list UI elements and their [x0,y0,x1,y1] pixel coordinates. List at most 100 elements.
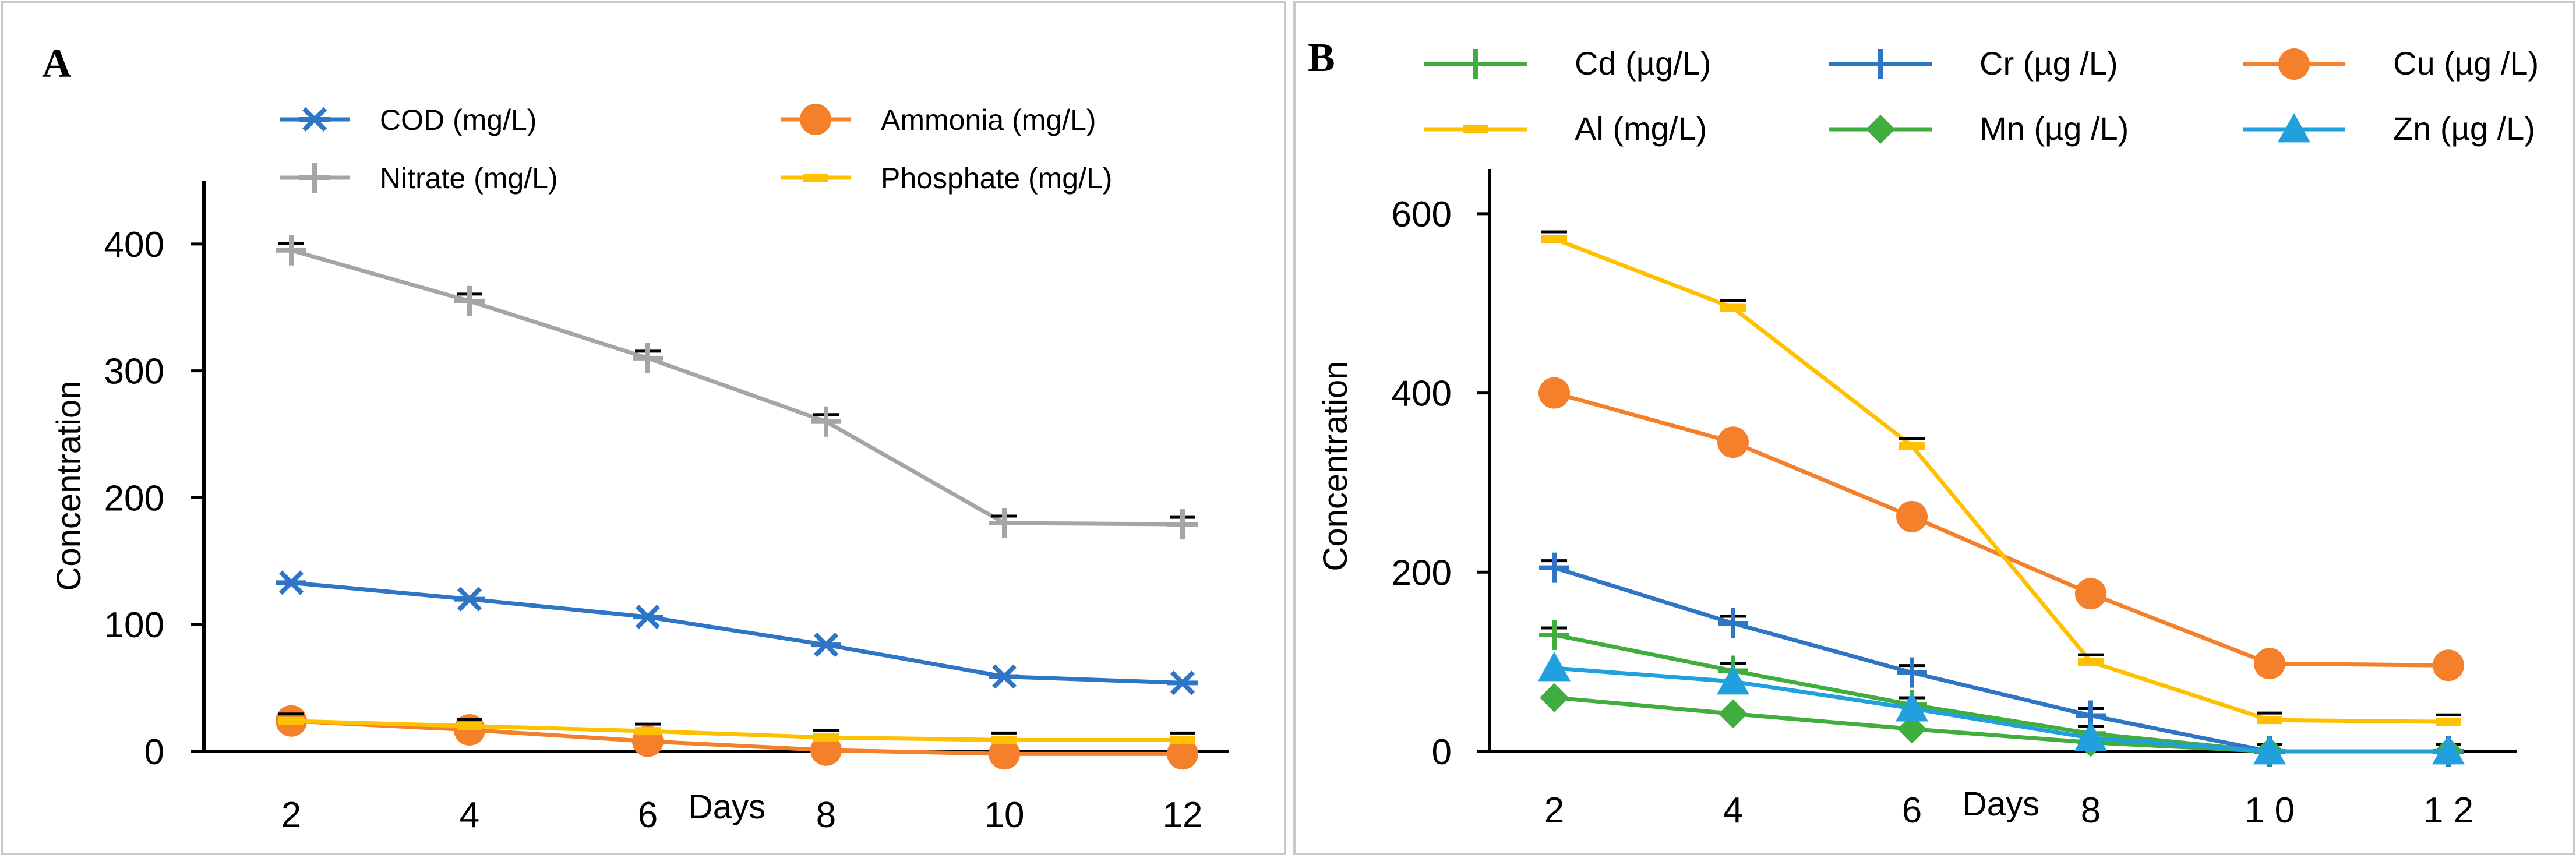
panel-b-y-tick-label: 200 [1392,553,1452,593]
panel-a-data-point [989,738,1020,770]
panel-b-y-tick-label: 0 [1432,732,1452,772]
panel-b-data-point [2433,649,2464,682]
panel-b-legend-marker [2278,113,2310,143]
panel-b-chart: 0 200 400 600 2 4 6 8 1 0 1 2 Cd (µg/L) Cr (µg /L) C… [1392,45,2539,831]
panel-a-legend-label: Phosphate (mg/L) [881,162,1112,195]
panel-a-legend-marker [299,107,330,132]
panel-b-legend-marker [1866,115,1895,144]
panel-a-data-point [813,733,839,742]
panel-b-data-point [1539,620,1569,650]
panel-b-legend-label: Mn (µg /L) [1979,110,2129,147]
panel-b-series-line [1554,666,2448,754]
panel-b-data-point [1718,608,1748,638]
panel-a-y-tick-label: 100 [104,605,164,645]
panel-b-x-tick-label: 1 0 [2245,790,2295,831]
panel-a-y-axis-title: Concentration [50,380,88,591]
panel-b-data-point [1896,500,1928,532]
panel-a-chart: 0 100 200 300 400 2 4 6 8 10 12 COD (mg/L) Ammonia (… [104,104,1229,835]
panel-a-x-tick-label: 12 [1163,795,1203,835]
panel-a-y-tick-label: 300 [104,352,164,392]
panel-b-data-point [1717,426,1749,458]
panel-b-data-point [2257,716,2282,725]
panel-a-data-point [635,727,661,736]
panel-b-data-point [2078,658,2104,666]
panel-b-data-point [2074,721,2107,751]
panel-b-legend-marker [1865,49,1896,79]
panel-b-y-tick-label: 600 [1392,195,1452,235]
panel-a-data-point [633,343,663,373]
panel-b-x-tick-label: 8 [2081,790,2101,831]
panel-a-series-line [291,719,1183,742]
panel-b-data-point [2436,718,2461,726]
panel-a-data-point [991,736,1017,744]
panel-a-letter: A [42,41,72,86]
panel-a-x-tick-label: 8 [816,795,836,835]
panel-b-data-point [1539,552,1569,583]
panel-a-series-line [291,248,1183,527]
panel-b-x-tick-label: 2 [1544,790,1564,831]
panel-a-data-point [1167,509,1198,540]
panel-b-legend-marker [1460,49,1491,79]
panel-a-y-tick-label: 200 [104,478,164,518]
panel-a-data-point [989,508,1019,538]
panel-b-data-point [1540,683,1569,712]
panel-a-legend-label: COD (mg/L) [380,104,537,136]
panel-b-data-point [1899,442,1925,450]
panel-a-data-point [457,722,482,730]
panel-b-data-point [2253,735,2286,765]
panel-b-data-point [2254,648,2285,680]
panel-a-frame [1,1,1286,855]
panel-b-data-point [2075,578,2106,610]
panel-a-legend-marker [800,104,831,135]
panel-a-data-point [810,734,842,766]
panel-b-data-point [1538,377,1570,409]
panel-a-data-point [811,406,841,437]
panel-b-legend-marker [2278,48,2310,80]
panel-b-x-tick-label: 1 2 [2423,790,2473,831]
panel-b-series-line [1553,236,2449,724]
panel-a-x-tick-label: 2 [281,795,301,835]
panel-a-x-axis-title: Days [689,788,765,826]
panel-b-data-point [1897,714,1926,744]
panel-b-x-tick-label: 6 [1902,790,1922,831]
panel-a-data-point [1167,670,1198,695]
panel-a-data-point [276,570,306,595]
panel-a-data-point [454,285,485,316]
panel-b-legend-label: Cr (µg /L) [1979,45,2118,82]
panel-b-data-point [1720,303,1746,312]
panel-b-data-point [2432,735,2465,765]
panel-b-data-point [1718,699,1748,729]
panel-b-legend-label: Cd (µg/L) [1575,45,1712,82]
panel-b-legend-label: Al (mg/L) [1575,110,1707,147]
panel-a-data-point [811,633,841,658]
panel-a-data-point [989,664,1019,689]
panel-a-legend-label: Nitrate (mg/L) [380,162,558,195]
panel-a-x-tick-label: 6 [638,795,658,835]
panel-b-legend-marker [1463,125,1488,133]
panel-b-letter: B [1308,36,1335,80]
panel-a-data-point [1167,738,1198,770]
panel-b-data-point [1538,651,1571,682]
panel-a-data-point [454,587,485,612]
panel-a-data-point [633,605,663,630]
panel-a-series-line [291,580,1183,685]
panel-a-data-point [278,716,304,725]
panel-a-x-tick-label: 4 [460,795,479,835]
panel-a-y-tick-label: 400 [104,225,164,265]
panel-b-data-point [1897,657,1927,688]
panel-b-data-point [1717,665,1749,695]
panel-b-data-point [1541,235,1567,243]
panel-b-y-axis-title: Concentration [1317,361,1354,571]
panel-b-y-tick-label: 400 [1392,374,1452,414]
panel-a-legend-marker [299,163,330,193]
panel-a-legend-label: Ammonia (mg/L) [881,104,1096,136]
panel-b-legend-label: Zn (µg /L) [2393,110,2535,147]
panel-a-x-tick-label: 10 [984,795,1025,835]
panel-b-x-tick-label: 4 [1723,790,1743,831]
panel-a-legend-marker [803,174,828,182]
panel-a-data-point [276,235,306,266]
panel-a-data-point [1170,736,1195,744]
panel-a-y-tick-label: 0 [144,732,164,772]
panel-b-data-point [1896,692,1928,722]
